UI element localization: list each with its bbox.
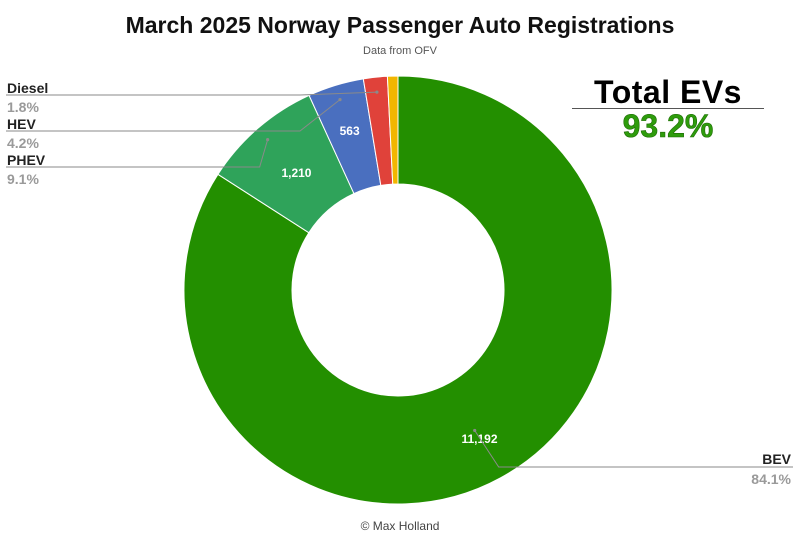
legend-name-phev: PHEV (7, 152, 46, 168)
leader-line-hev (6, 99, 341, 132)
legend-name-bev: BEV (762, 451, 791, 467)
legend-percent-bev: 84.1% (751, 471, 791, 487)
leader-dot-phev (266, 138, 270, 142)
leader-line-bev (474, 430, 793, 468)
chart-subtitle: Data from OFV (363, 45, 437, 57)
leader-dot-hev (338, 98, 342, 102)
data-label-phev: 1,210 (281, 166, 311, 180)
leader-line-phev (6, 139, 269, 168)
slice-petrol (386, 75, 399, 185)
data-label-bev: 11,192 (461, 432, 497, 446)
slice-bev (183, 75, 613, 505)
total-evs-rule (572, 108, 764, 109)
chart-credit: © Max Holland (360, 519, 440, 533)
legend-percent-phev: 9.1% (7, 171, 39, 187)
leader-dot-bev (473, 428, 477, 433)
data-label-hev: 563 (340, 124, 360, 138)
legend-name-diesel: Diesel (7, 80, 48, 96)
total-evs-label: Total EVs (594, 74, 742, 110)
chart-title: March 2025 Norway Passenger Auto Registr… (125, 12, 675, 38)
legend-name-hev: HEV (7, 116, 36, 132)
total-evs-callout: Total EVs 93.2% (572, 76, 764, 143)
leader-line-diesel (6, 91, 377, 96)
leader-dot-diesel (375, 90, 379, 94)
legend-percent-hev: 4.2% (7, 135, 39, 151)
legend-percent-diesel: 1.8% (7, 99, 39, 115)
total-evs-value: 93.2% (622, 108, 714, 144)
